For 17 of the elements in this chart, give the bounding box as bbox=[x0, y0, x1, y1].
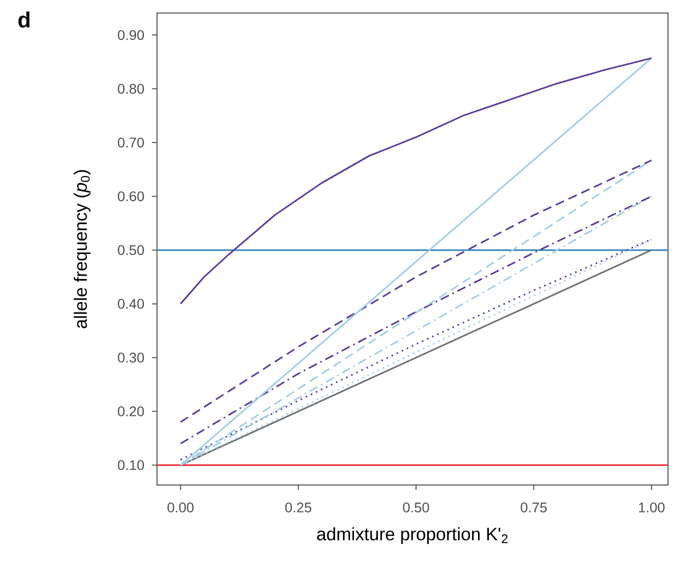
x-tick-label: 0.75 bbox=[520, 502, 547, 512]
chart-title: d bbox=[18, 12, 30, 28]
y-tick-label: 0.20 bbox=[118, 406, 144, 416]
y-tick-label: 0.50 bbox=[118, 245, 144, 256]
x-tick-label: 0.50 bbox=[403, 502, 430, 512]
y-tick-label: 0.10 bbox=[118, 460, 144, 470]
y-tick-label: 0.30 bbox=[118, 352, 144, 363]
x-axis-title: admixture proportion K'$_{2}$ bbox=[317, 527, 508, 544]
x-tick-label: 0.25 bbox=[285, 502, 312, 512]
x-tick-label: 1.00 bbox=[639, 502, 665, 512]
y-tick-label: 0.60 bbox=[118, 191, 144, 202]
y-axis-title: allele frequency (p$_{0}$) bbox=[74, 170, 90, 328]
y-tick-label: 0.90 bbox=[118, 30, 144, 40]
y-tick-label: 0.80 bbox=[118, 84, 144, 94]
y-tick-label: 0.40 bbox=[118, 298, 144, 309]
y-tick-label: 0.70 bbox=[118, 138, 144, 148]
x-tick-label: 0.00 bbox=[168, 502, 194, 512]
